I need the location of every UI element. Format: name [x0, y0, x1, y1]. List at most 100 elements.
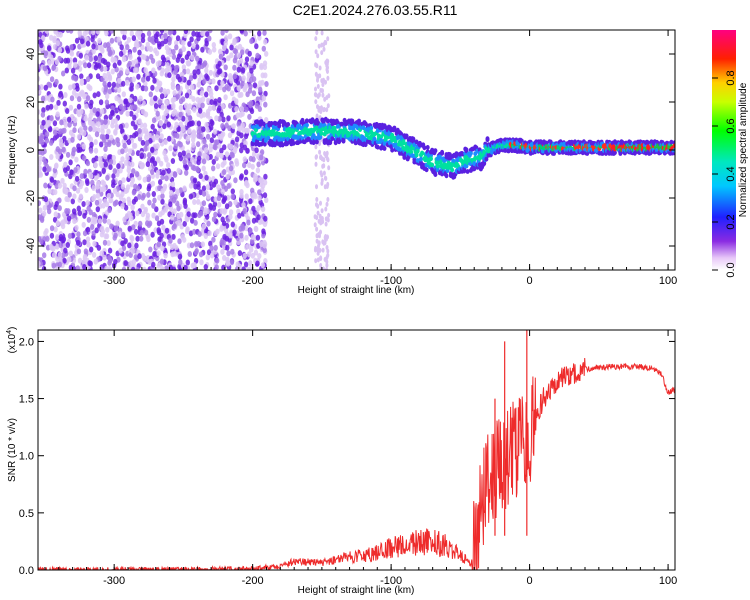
heatmap-cell — [72, 57, 78, 64]
heatmap-cell — [174, 40, 179, 46]
heatmap-cell — [143, 229, 149, 236]
heatmap-cell — [103, 233, 108, 240]
chart-title: C2E1.2024.276.03.55.R11 — [292, 2, 458, 18]
heatmap-cell — [127, 148, 133, 155]
top-y-tick-label: 0 — [25, 147, 37, 153]
heatmap-cell — [255, 96, 260, 103]
colorbar-tick-label: 0.2 — [725, 214, 737, 229]
heatmap-cell — [236, 66, 241, 73]
heatmap-cell — [234, 266, 240, 270]
heatmap-cell — [211, 158, 216, 165]
heatmap-cell — [227, 232, 233, 239]
heatmap-cell — [255, 260, 260, 267]
heatmap-cell — [199, 112, 204, 119]
heatmap-cell — [117, 97, 122, 104]
heatmap-cell — [79, 38, 85, 45]
heatmap-cell — [98, 99, 104, 106]
heatmap-cell — [65, 47, 71, 54]
heatmap-cell — [172, 96, 177, 103]
heatmap-cell — [355, 132, 360, 138]
heatmap-cell — [197, 64, 202, 71]
heatmap-cell — [140, 53, 145, 60]
heatmap-cell — [248, 100, 254, 107]
heatmap-cell — [435, 167, 440, 173]
heatmap-cell — [178, 104, 184, 111]
heatmap-cell — [175, 188, 180, 195]
heatmap-cell — [214, 115, 219, 122]
heatmap-cell — [49, 176, 55, 183]
heatmap-cell — [62, 135, 67, 142]
heatmap-cell — [64, 196, 69, 202]
heatmap-cell — [646, 140, 651, 146]
heatmap-cell — [61, 146, 66, 153]
heatmap-cell — [219, 152, 224, 159]
heatmap-cell — [132, 46, 137, 53]
heatmap-cell — [181, 46, 186, 53]
heatmap-cell — [155, 134, 160, 141]
heatmap-cell — [181, 115, 186, 122]
heatmap-cell — [85, 200, 90, 206]
heatmap-cell — [120, 183, 126, 190]
heatmap-cell — [280, 142, 285, 148]
heatmap-cell — [190, 217, 195, 224]
heatmap-cell — [191, 43, 196, 49]
heatmap-cell — [340, 121, 345, 127]
heatmap-cell — [71, 208, 77, 215]
heatmap-cell — [46, 45, 52, 52]
heatmap-cell — [66, 215, 72, 222]
heatmap-cell — [141, 76, 146, 83]
heatmap-cell — [63, 247, 68, 254]
heatmap-cell — [113, 128, 118, 135]
heatmap-cell — [68, 250, 74, 257]
heatmap-cell — [444, 173, 449, 179]
heatmap-cell — [134, 131, 139, 137]
heatmap-cell — [79, 73, 84, 80]
heatmap-cell — [88, 56, 93, 62]
heatmap-cell — [217, 115, 222, 122]
heatmap-cell — [318, 247, 322, 253]
heatmap-cell — [171, 76, 176, 83]
heatmap-cell — [188, 182, 194, 189]
heatmap-cell — [242, 252, 247, 259]
heatmap-cell — [111, 173, 116, 180]
heatmap-cell — [222, 195, 228, 202]
heatmap-cell — [55, 111, 60, 118]
heatmap-cell — [198, 189, 203, 196]
heatmap-cell — [121, 91, 127, 98]
heatmap-cell — [128, 54, 133, 60]
heatmap-cell — [148, 91, 153, 98]
heatmap-cell — [196, 35, 201, 42]
heatmap-cell — [92, 92, 97, 99]
heatmap-cell — [325, 262, 329, 268]
heatmap-cell — [196, 132, 201, 139]
colorbar-tick-label: 0.4 — [725, 166, 737, 181]
heatmap-cell — [326, 252, 330, 258]
heatmap-cell — [194, 249, 199, 256]
heatmap-cell — [317, 92, 321, 98]
heatmap-cell — [206, 220, 211, 227]
heatmap-cell — [249, 67, 254, 74]
heatmap-cell — [326, 103, 330, 109]
heatmap-cell — [90, 120, 95, 127]
heatmap-cell — [227, 33, 233, 40]
heatmap-cell — [138, 220, 143, 227]
heatmap-cell — [193, 219, 198, 226]
heatmap-cell — [201, 158, 207, 165]
heatmap-cell — [185, 259, 190, 266]
heatmap-cell — [152, 251, 157, 257]
heatmap-cell — [114, 123, 119, 130]
heatmap-cell — [47, 60, 52, 66]
heatmap-cell — [150, 123, 155, 130]
heatmap-cell — [375, 144, 380, 150]
heatmap-cell — [262, 30, 267, 36]
heatmap-cell — [191, 96, 196, 102]
heatmap-cell — [319, 263, 323, 268]
heatmap-cell — [420, 150, 425, 156]
heatmap-cell — [255, 52, 260, 59]
heatmap-cell — [76, 143, 81, 150]
heatmap-cell — [104, 141, 109, 148]
heatmap-cell — [250, 252, 255, 259]
heatmap-cell — [93, 55, 99, 62]
heatmap-cell — [200, 46, 205, 53]
heatmap-cell — [140, 32, 146, 39]
